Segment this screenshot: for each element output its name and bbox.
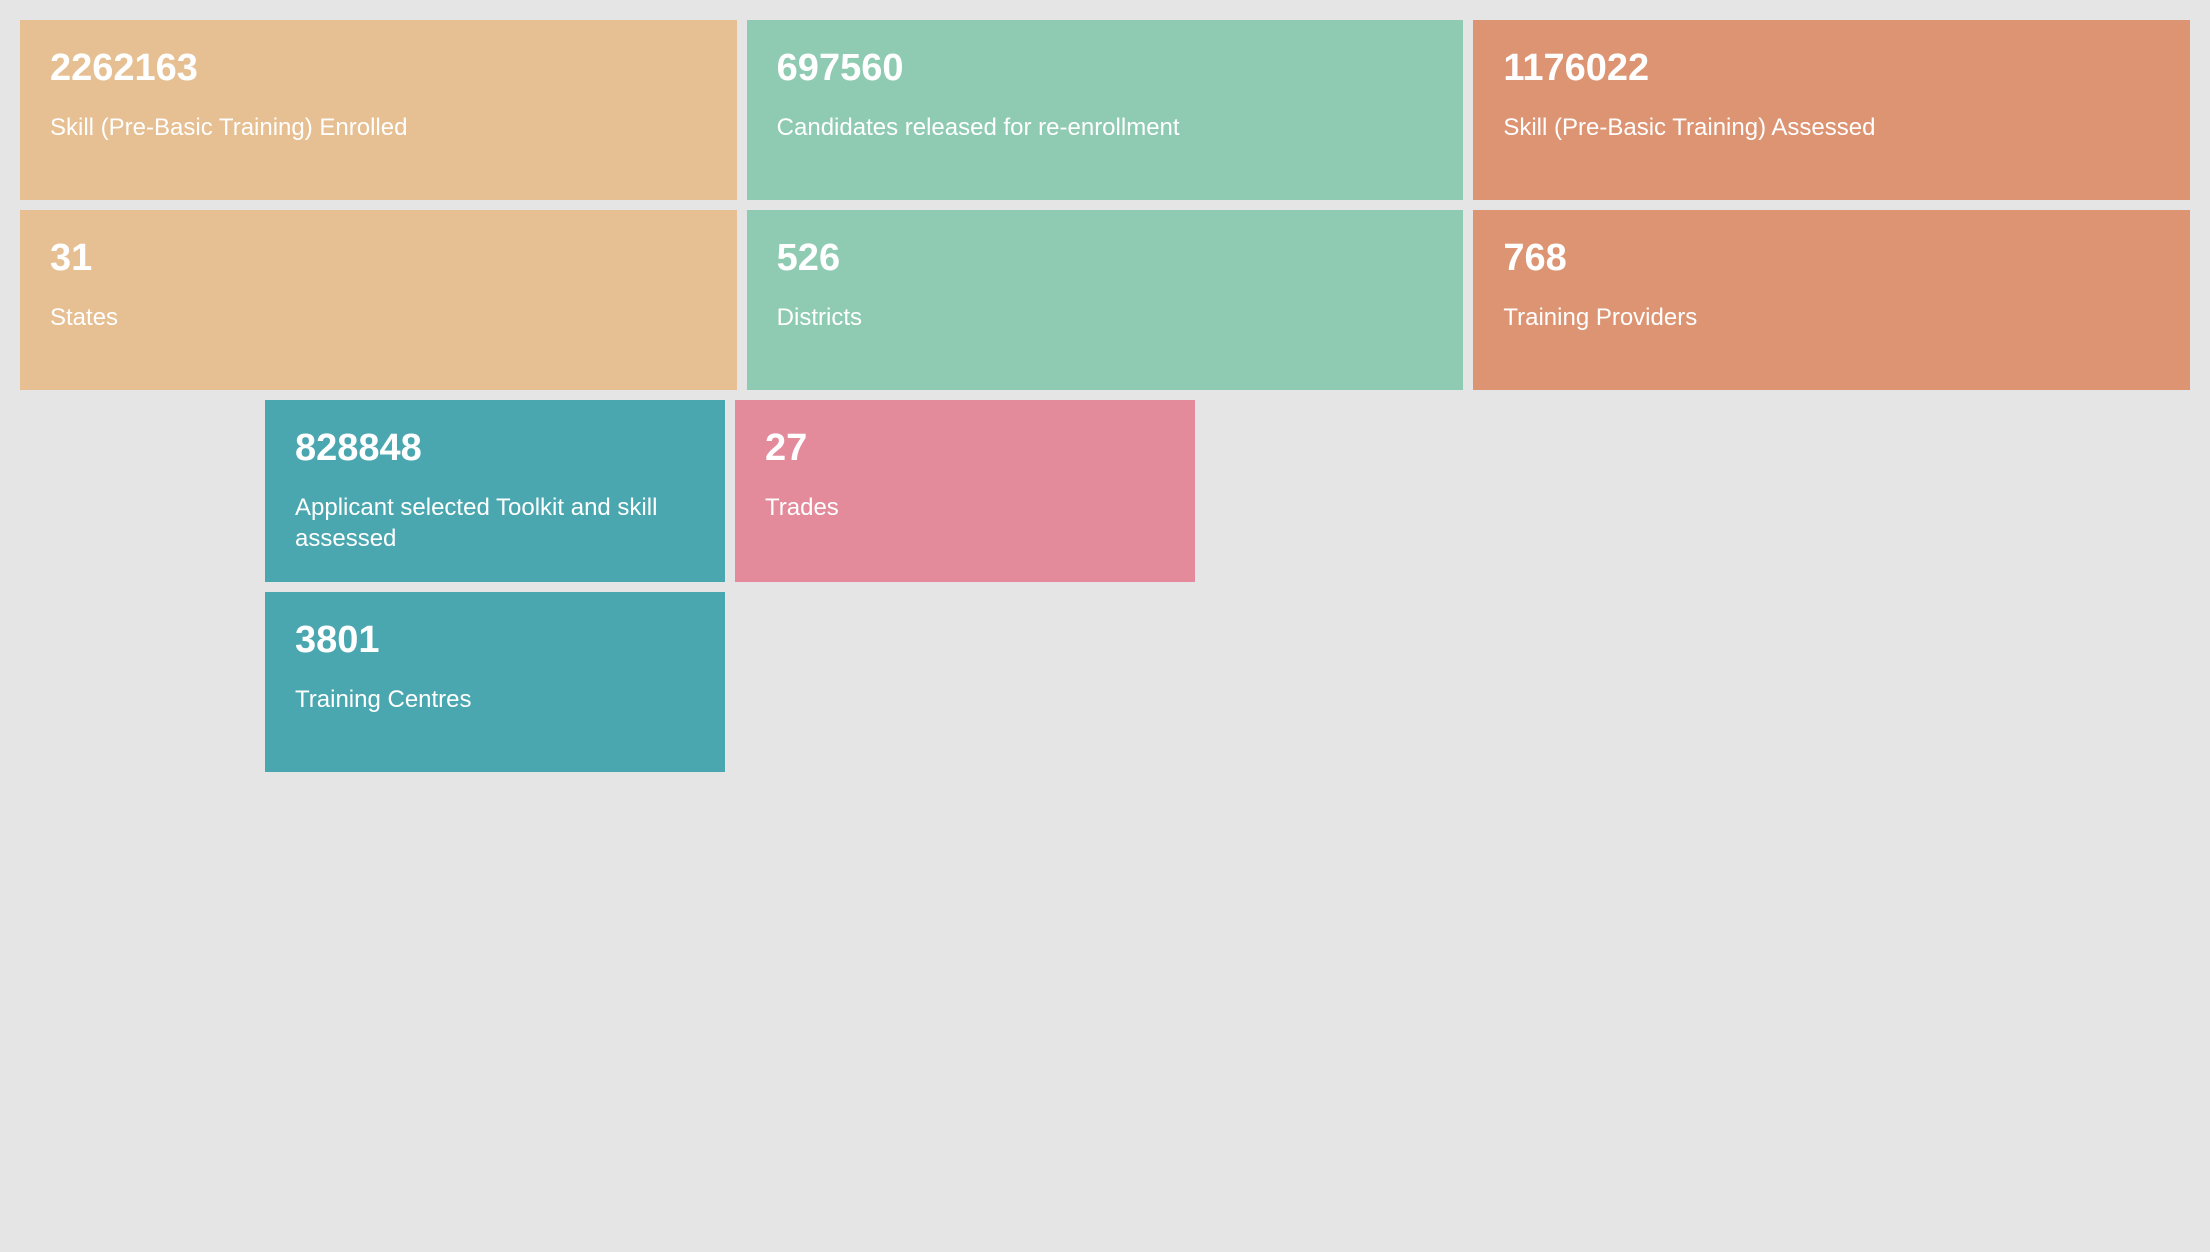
card-released[interactable]: 697560 Candidates released for re-enroll… — [747, 20, 1464, 200]
card-label: Training Providers — [1503, 302, 2160, 333]
card-value: 697560 — [777, 48, 1434, 90]
card-value: 828848 — [295, 428, 695, 470]
dashboard-row-1: 2262163 Skill (Pre-Basic Training) Enrol… — [20, 20, 2190, 200]
dashboard-container: 2262163 Skill (Pre-Basic Training) Enrol… — [20, 20, 2190, 772]
card-trades[interactable]: 27 Trades — [735, 400, 1195, 582]
card-states[interactable]: 31 States — [20, 210, 737, 390]
card-providers[interactable]: 768 Training Providers — [1473, 210, 2190, 390]
card-assessed[interactable]: 1176022 Skill (Pre-Basic Training) Asses… — [1473, 20, 2190, 200]
card-label: Districts — [777, 302, 1434, 333]
card-label: Skill (Pre-Basic Training) Enrolled — [50, 112, 707, 143]
dashboard-row-3: 828848 Applicant selected Toolkit and sk… — [20, 400, 2190, 582]
card-value: 1176022 — [1503, 48, 2160, 90]
card-label: Applicant selected Toolkit and skill ass… — [295, 492, 695, 554]
card-label: Skill (Pre-Basic Training) Assessed — [1503, 112, 2160, 143]
card-label: Trades — [765, 492, 1165, 523]
card-value: 526 — [777, 238, 1434, 280]
dashboard-row-4: 3801 Training Centres — [20, 592, 2190, 772]
card-value: 3801 — [295, 620, 695, 662]
card-toolkit[interactable]: 828848 Applicant selected Toolkit and sk… — [265, 400, 725, 582]
card-enrolled[interactable]: 2262163 Skill (Pre-Basic Training) Enrol… — [20, 20, 737, 200]
card-label: States — [50, 302, 707, 333]
card-value: 2262163 — [50, 48, 707, 90]
card-label: Candidates released for re-enrollment — [777, 112, 1434, 143]
dashboard-row-2: 31 States 526 Districts 768 Training Pro… — [20, 210, 2190, 390]
card-value: 27 — [765, 428, 1165, 470]
card-centres[interactable]: 3801 Training Centres — [265, 592, 725, 772]
card-value: 31 — [50, 238, 707, 280]
card-value: 768 — [1503, 238, 2160, 280]
card-districts[interactable]: 526 Districts — [747, 210, 1464, 390]
card-label: Training Centres — [295, 684, 695, 715]
